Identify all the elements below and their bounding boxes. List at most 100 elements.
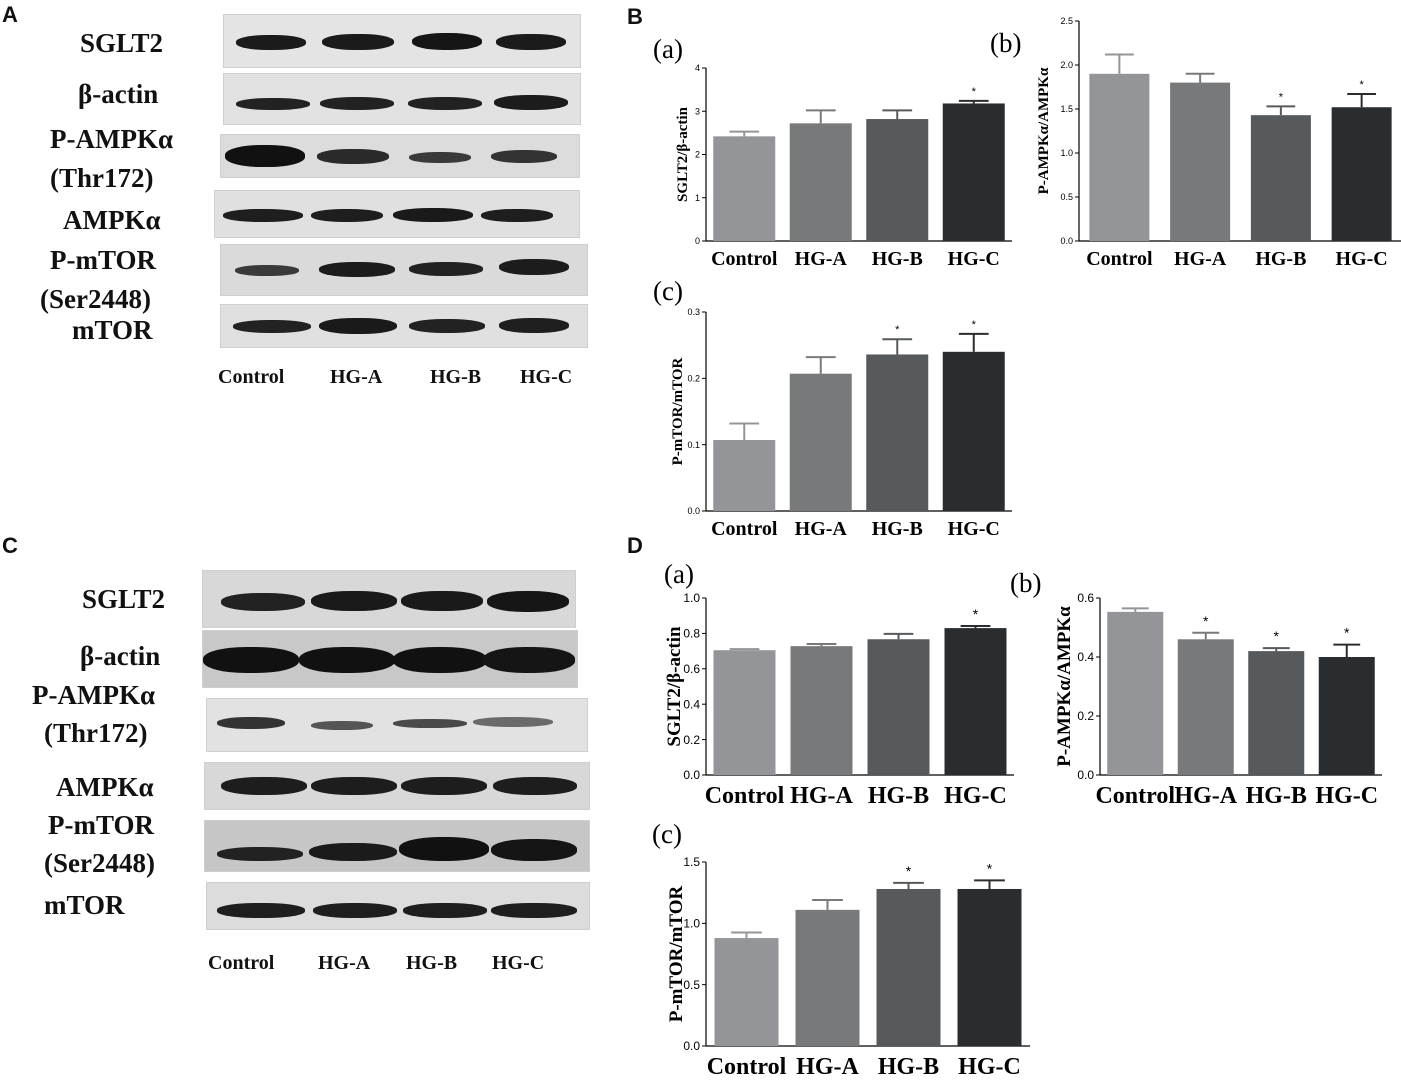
blot-strip-beta-actin	[223, 73, 581, 125]
blot-strip-p-mtor	[220, 244, 588, 296]
significance-star: *	[1279, 91, 1284, 103]
blot-a-lane-control: Control	[218, 366, 285, 388]
bar-hg-b	[1250, 115, 1311, 241]
x-tick-label: HG-A	[796, 1054, 859, 1080]
blot-label-ser2448: (Ser2448)	[40, 284, 151, 314]
significance-star: *	[1359, 79, 1364, 91]
y-tick-label: 1.0	[683, 591, 700, 605]
bar-hg-a	[1177, 639, 1234, 775]
x-tick-label: HG-A	[1174, 783, 1237, 809]
blot-strip-p-ampk	[206, 698, 588, 752]
x-tick-label: HG-A	[795, 248, 848, 270]
significance-star: *	[906, 863, 912, 879]
bar-hg-a	[789, 373, 852, 511]
significance-star: *	[1274, 628, 1280, 644]
x-tick-label: HG-B	[1255, 248, 1306, 270]
x-tick-label: HG-A	[795, 518, 848, 540]
significance-star: *	[973, 606, 979, 622]
blot-strip-sglt2	[202, 570, 576, 628]
bar-hg-a	[790, 646, 853, 775]
subpanel-label: (b)	[990, 28, 1021, 58]
blot-strip-sglt2	[223, 14, 581, 68]
y-axis-label: P-AMPKα/AMPKα	[1054, 606, 1075, 767]
y-tick-label: 1	[695, 193, 700, 203]
y-tick-label: 0	[695, 236, 700, 246]
y-axis-label: P-mTOR/mTOR	[670, 357, 686, 465]
subpanel-label: (b)	[1010, 568, 1041, 598]
x-tick-label: Control	[711, 518, 778, 540]
x-tick-label: Control	[1095, 783, 1175, 809]
x-tick-label: HG-C	[944, 783, 1007, 809]
y-tick-label: 2.5	[1060, 16, 1073, 26]
blot-label-thr172: (Thr172)	[44, 718, 148, 748]
blot-label-ampk: AMPKα	[56, 772, 154, 802]
bar-hg-c	[942, 103, 1005, 241]
blot-label-mtor: mTOR	[44, 890, 125, 920]
x-tick-label: Control	[705, 783, 785, 809]
y-tick-label: 0.5	[683, 978, 700, 992]
blot-strip-mtor	[220, 304, 588, 348]
y-tick-label: 1.0	[1060, 148, 1073, 158]
blot-label-mtor: mTOR	[72, 315, 153, 345]
y-tick-label: 0.6	[683, 662, 700, 676]
y-tick-label: 0.6	[1077, 591, 1094, 605]
bar-control	[714, 938, 779, 1046]
y-tick-label: 1.0	[683, 917, 700, 931]
x-tick-label: Control	[1086, 248, 1153, 270]
y-tick-label: 0.4	[1077, 650, 1094, 664]
chart-b-c: (c) 0.0 0.1 0.2 0.3 P-mTOR/mTOR Control HG-A * HG…	[653, 276, 1012, 540]
blot-label-p-ampk: P-AMPKα	[32, 680, 156, 710]
bar-hg-b	[866, 119, 929, 241]
x-tick-label: HG-A	[790, 783, 853, 809]
subpanel-label: (a)	[664, 559, 694, 589]
blot-label-ampk: AMPKα	[63, 205, 161, 235]
bar-hg-c	[1318, 657, 1375, 775]
bar-control	[1089, 73, 1150, 241]
blot-label-beta-actin: β-actin	[80, 641, 161, 671]
x-tick-label: HG-B	[872, 518, 923, 540]
y-tick-label: 0.0	[1077, 768, 1094, 782]
x-tick-label: Control	[707, 1054, 787, 1080]
blot-strip-ampk	[214, 190, 580, 238]
x-tick-label: HG-C	[958, 1054, 1021, 1080]
bar-hg-c	[942, 351, 1005, 511]
y-tick-label: 4	[695, 63, 700, 73]
subpanel-label: (c)	[652, 819, 682, 849]
y-axis-label: P-AMPKα/AMPKα	[1036, 67, 1052, 194]
bar-hg-b	[866, 354, 929, 511]
bar-hg-b	[1248, 651, 1305, 775]
y-tick-label: 0.8	[683, 627, 700, 641]
x-tick-label: HG-B	[1246, 783, 1307, 809]
blot-c-lane-hg-a: HG-A	[318, 952, 371, 974]
blot-c-lane-hg-b: HG-B	[406, 952, 458, 974]
blot-c-lane-control: Control	[208, 952, 275, 974]
blot-label-p-ampk: P-AMPKα	[50, 124, 174, 154]
bar-hg-c	[1331, 107, 1392, 242]
significance-star: *	[972, 86, 977, 98]
panel-letter-d: D	[627, 533, 643, 558]
blot-label-sglt2: SGLT2	[82, 584, 166, 614]
x-tick-label: HG-C	[1336, 248, 1388, 270]
x-tick-label: HG-B	[868, 783, 929, 809]
blot-label-p-mtor: P-mTOR	[50, 245, 156, 275]
y-tick-label: 0.4	[683, 697, 700, 711]
bar-control	[713, 136, 776, 241]
bar-hg-a	[1170, 82, 1231, 241]
y-tick-label: 0.0	[683, 768, 700, 782]
y-tick-label: 0.0	[1060, 236, 1073, 246]
chart-b-a: (a) 0 1 2 3 4 SGLT2/β-actin Control HG-A HG-B * HG-…	[653, 34, 1012, 270]
significance-star: *	[1344, 625, 1350, 641]
y-tick-label: 0.1	[687, 440, 700, 450]
blot-a-lane-hg-c: HG-C	[520, 366, 573, 388]
x-tick-label: HG-C	[948, 518, 1000, 540]
chart-d-c: (c) 0.0 0.5 1.0 1.5 P-mTOR/mTOR Control HG-A * HG…	[652, 819, 1030, 1080]
x-tick-label: Control	[711, 248, 778, 270]
x-tick-label: HG-C	[1315, 783, 1378, 809]
y-tick-label: 1.5	[1060, 104, 1073, 114]
bar-hg-a	[795, 909, 860, 1046]
significance-star: *	[972, 319, 977, 331]
y-tick-label: 0.3	[687, 307, 700, 317]
y-tick-label: 0.0	[687, 506, 700, 516]
bar-control	[713, 650, 776, 775]
